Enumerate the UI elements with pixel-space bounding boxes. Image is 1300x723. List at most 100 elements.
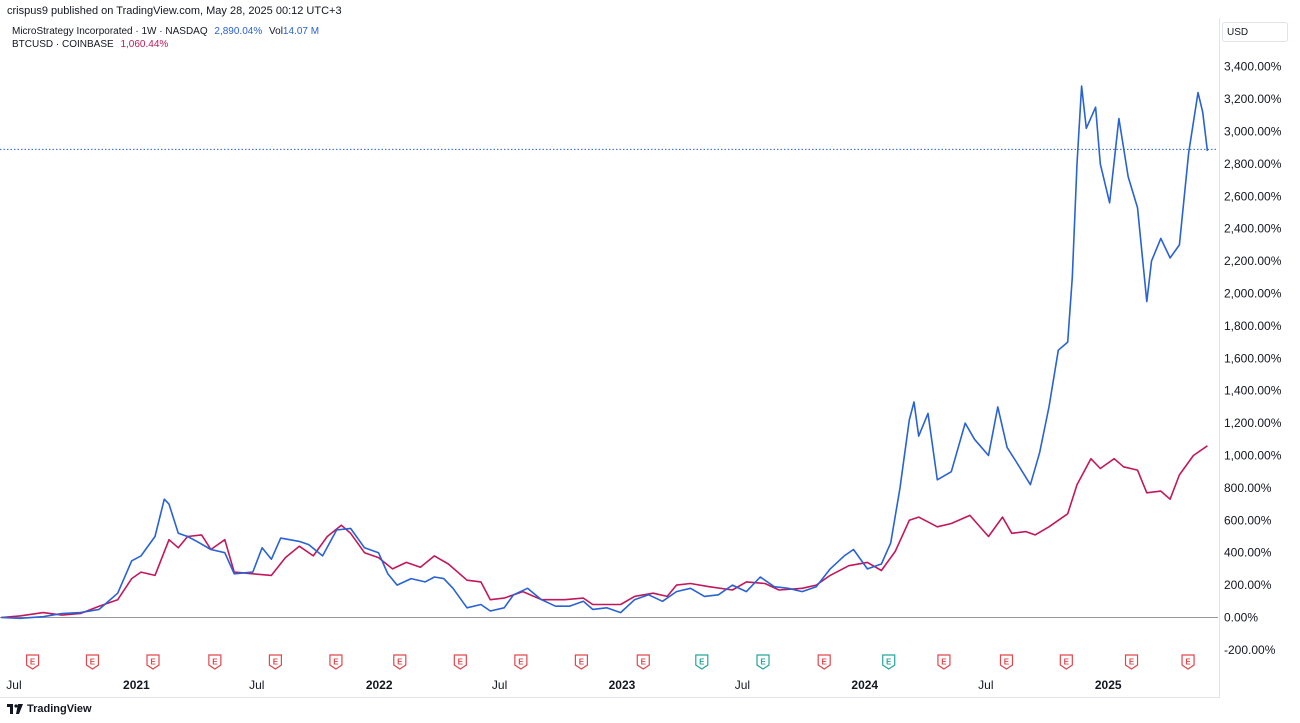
y-tick-label: 1,200.00% [1224,416,1282,430]
y-tick-label: 200.00% [1224,578,1272,592]
earnings-marker-shape [1181,654,1195,670]
y-tick-label: 3,000.00% [1224,125,1282,139]
earnings-marker-shape [268,654,282,670]
tradingview-logo-icon [7,704,23,714]
earnings-marker-shape [636,654,650,670]
plot-frame [0,18,1220,698]
x-tick-label: Jul [978,678,993,692]
earnings-marker[interactable]: E [393,654,407,670]
earnings-marker[interactable]: E [1059,654,1073,670]
x-tick-label: Jul [735,678,750,692]
earnings-marker-shape [937,654,951,670]
earnings-marker-label: E [30,658,36,667]
earnings-marker[interactable]: E [85,654,100,670]
legend-value-mstr: 2,890.04% [214,26,263,37]
earnings-marker[interactable]: E [1124,654,1139,670]
y-tick-label: 2,000.00% [1224,287,1282,301]
earnings-marker[interactable]: E [268,654,282,670]
y-tick-label: 3,200.00% [1224,92,1282,106]
earnings-marker-label: E [822,658,828,667]
series-line-btcusd[interactable] [1,445,1208,619]
legend-label-mstr: MicroStrategy Incorporated · 1W · NASDAQ [12,26,208,37]
earnings-marker-label: E [641,658,647,667]
y-tick-label: 400.00% [1224,546,1272,560]
currency-selector[interactable]: USD [1222,22,1288,42]
x-tick-label: Jul [249,678,264,692]
earnings-marker[interactable]: E [25,654,40,670]
earnings-marker[interactable]: E [1181,654,1195,670]
earnings-marker[interactable]: E [514,654,528,670]
y-tick-label: 2,600.00% [1224,189,1282,203]
y-tick-label: 1,400.00% [1224,384,1282,398]
x-tick-label: 2021 [123,678,150,692]
earnings-marker-shape [514,654,528,670]
earnings-marker[interactable]: E [817,654,831,670]
earnings-marker-shape [756,654,770,670]
earnings-marker-shape [393,654,407,670]
x-tick-label: 2022 [366,678,393,692]
y-tick-label: -200.00% [1224,643,1276,657]
y-tick-label: 0.00% [1224,611,1258,625]
earnings-marker-shape [329,654,343,670]
x-tick-label: Jul [492,678,507,692]
earnings-marker[interactable]: E [695,654,709,670]
earnings-marker-shape [25,654,40,670]
legend-row-mstr[interactable]: MicroStrategy Incorporated · 1W · NASDAQ… [12,25,319,38]
earnings-marker-shape [208,654,222,670]
earnings-marker-shape [817,654,831,670]
earnings-marker-label: E [1004,658,1010,667]
earnings-marker-label: E [1185,658,1191,667]
chart-legend: MicroStrategy Incorporated · 1W · NASDAQ… [12,25,319,51]
earnings-marker-label: E [699,658,705,667]
earnings-marker-label: E [212,658,218,667]
earnings-marker-label: E [1064,658,1070,667]
earnings-marker-shape [1059,654,1073,670]
legend-vol-label: Vol [269,26,283,37]
earnings-marker-label: E [760,658,766,667]
tradingview-logo-text: TradingView [27,703,92,715]
legend-vol-value: 14.07 M [282,26,320,37]
publisher-line: crispus9 published on TradingView.com, M… [7,5,342,17]
earnings-marker[interactable]: E [999,654,1014,670]
earnings-marker-shape [695,654,709,670]
x-tick-label: 2025 [1095,678,1122,692]
y-tick-label: 3,400.00% [1224,60,1282,74]
y-tick-label: 1,000.00% [1224,449,1282,463]
earnings-marker-label: E [333,658,339,667]
y-tick-label: 1,600.00% [1224,351,1282,365]
x-tick-label: 2024 [851,678,878,692]
chart-canvas[interactable]: -200.00% 0.00% 200.00% 400.00% 600.00% 800.00… [0,0,1300,700]
earnings-marker-shape [1124,654,1139,670]
legend-value-btc: 1,060.44% [120,39,169,50]
series-line-microstrategy-incorporated[interactable] [1,85,1209,620]
legend-row-btc[interactable]: BTCUSD · COINBASE 1,060.44% [12,38,319,51]
y-tick-label: 600.00% [1224,513,1272,527]
earnings-marker[interactable]: E [208,654,222,670]
earnings-marker[interactable]: E [636,654,650,670]
earnings-marker[interactable]: E [882,654,896,670]
y-tick-label: 2,800.00% [1224,157,1282,171]
earnings-marker[interactable]: E [453,654,467,670]
earnings-marker[interactable]: E [329,654,343,670]
earnings-marker[interactable]: E [146,654,160,670]
earnings-marker-label: E [579,658,585,667]
x-tick-label: 2023 [609,678,636,692]
y-tick-label: 1,800.00% [1224,319,1282,333]
earnings-marker-label: E [150,658,156,667]
earnings-marker-label: E [90,658,96,667]
earnings-marker-label: E [273,658,279,667]
earnings-marker-shape [999,654,1014,670]
earnings-marker-shape [882,654,896,670]
y-tick-label: 2,400.00% [1224,222,1282,236]
earnings-marker[interactable]: E [937,654,951,670]
earnings-marker-label: E [941,658,947,667]
legend-label-btc: BTCUSD · COINBASE [12,39,114,50]
earnings-marker-label: E [397,658,403,667]
tradingview-logo[interactable]: TradingView [7,703,92,715]
x-tick-label: Jul [6,678,21,692]
earnings-marker-shape [146,654,160,670]
earnings-marker-label: E [1129,658,1135,667]
y-tick-label: 2,200.00% [1224,254,1282,268]
earnings-marker[interactable]: E [574,654,588,670]
earnings-marker[interactable]: E [756,654,770,670]
